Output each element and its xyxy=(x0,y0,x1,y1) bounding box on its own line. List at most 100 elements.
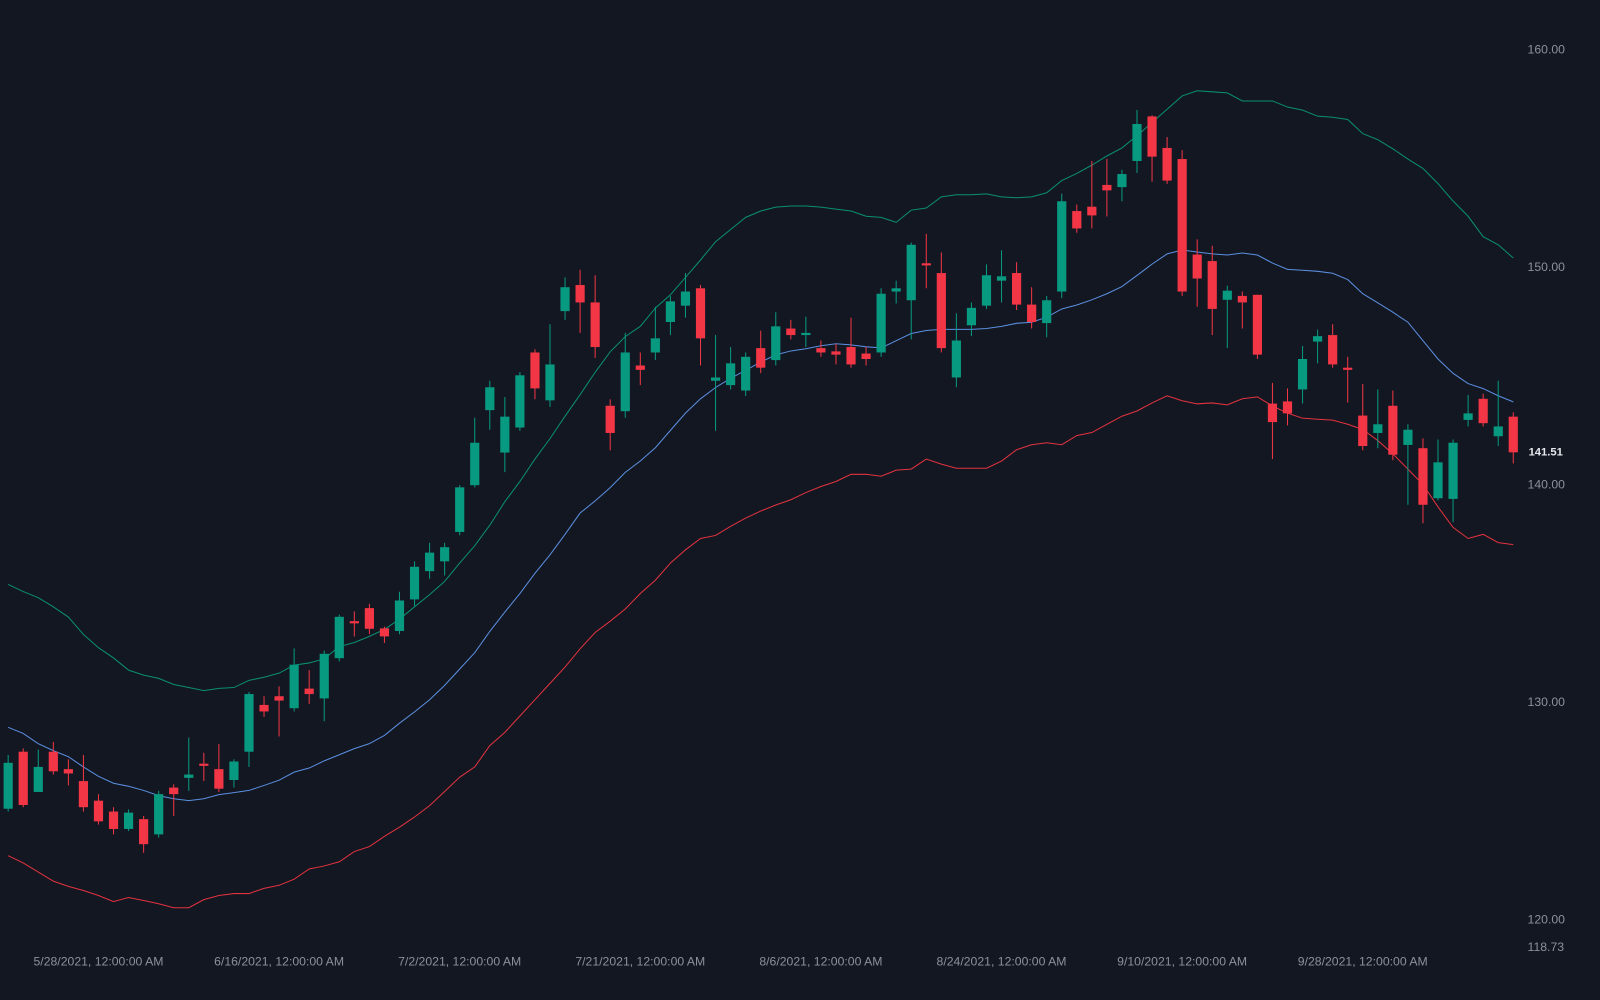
candle-body xyxy=(1252,294,1262,355)
x-tick-label: 8/24/2021, 12:00:00 AM xyxy=(937,954,1067,968)
candle-body xyxy=(635,365,645,370)
candle-body xyxy=(274,696,284,701)
candle-body xyxy=(530,352,540,389)
candle-body xyxy=(906,244,916,301)
candle-body xyxy=(78,781,89,808)
x-tick-label: 9/10/2021, 12:00:00 AM xyxy=(1117,954,1247,968)
candle-body xyxy=(1388,405,1398,455)
candle-body xyxy=(319,653,329,699)
candle-body xyxy=(394,600,405,631)
candle-body xyxy=(1313,336,1323,342)
candle-body xyxy=(1042,300,1052,324)
candle-body xyxy=(214,769,224,789)
candle-body xyxy=(154,794,164,835)
candle-body xyxy=(1237,295,1247,303)
candle-body xyxy=(18,751,28,806)
candle-body xyxy=(349,621,359,624)
candle-body xyxy=(876,293,886,353)
candle-body xyxy=(199,763,209,766)
candle-body xyxy=(425,552,435,572)
candle-body xyxy=(891,288,901,292)
candle-body xyxy=(1508,416,1518,453)
candle-body xyxy=(1433,462,1443,499)
candle-body xyxy=(108,811,119,829)
candle-body xyxy=(63,769,73,774)
y-tick-label: 150.00 xyxy=(1528,260,1566,274)
candle-body xyxy=(1328,335,1338,365)
candle-body xyxy=(1072,211,1082,229)
x-tick-label: 8/6/2021, 12:00:00 AM xyxy=(759,954,882,968)
candle-body xyxy=(379,628,390,637)
candle-body xyxy=(771,326,781,361)
candle-body xyxy=(1418,448,1428,505)
candle-body xyxy=(1448,442,1458,499)
candle-body xyxy=(786,328,796,336)
y-tick-label: 118.73 xyxy=(1528,940,1565,954)
candle-body xyxy=(1057,201,1067,292)
y-tick-label: 140.00 xyxy=(1528,477,1566,491)
candle-body xyxy=(123,812,134,829)
candle-body xyxy=(1027,304,1037,323)
candle-body xyxy=(1493,426,1503,437)
candle-body xyxy=(1102,184,1112,191)
candle-body xyxy=(229,761,239,780)
candle-body xyxy=(244,694,254,752)
y-tick-label: 120.00 xyxy=(1528,913,1566,927)
candle-body xyxy=(259,704,269,712)
band-line xyxy=(7,90,1514,692)
candle-body xyxy=(515,375,525,428)
candle-body xyxy=(560,287,570,312)
band-line xyxy=(7,395,1514,909)
x-tick-label: 7/21/2021, 12:00:00 AM xyxy=(575,954,705,968)
candle-body xyxy=(48,751,58,772)
y-tick-label: 160.00 xyxy=(1528,42,1566,56)
candle-body xyxy=(1358,415,1368,447)
y-tick-label: 130.00 xyxy=(1528,695,1566,709)
candle-body xyxy=(455,487,465,532)
candle-body xyxy=(756,348,766,368)
candle-body xyxy=(304,688,314,695)
candle-body xyxy=(139,819,149,845)
candle-body xyxy=(470,442,480,486)
candle-body xyxy=(1282,401,1293,414)
candle-body xyxy=(93,800,104,822)
candle-body xyxy=(1087,206,1097,216)
candle-body xyxy=(726,363,736,386)
candle-body xyxy=(289,664,299,709)
candle-body xyxy=(650,338,660,353)
last-price-label: 141.51 xyxy=(1529,446,1563,458)
candle-body xyxy=(966,307,977,326)
candle-body xyxy=(485,387,495,411)
x-tick-label: 5/28/2021, 12:00:00 AM xyxy=(34,954,164,968)
candle-body xyxy=(921,263,931,266)
candle-body xyxy=(846,347,856,365)
candle-body xyxy=(1177,159,1187,292)
candle-body xyxy=(801,332,811,336)
candle-body xyxy=(710,377,721,381)
candle-body xyxy=(996,276,1007,281)
candle-body xyxy=(545,364,555,401)
candle-body xyxy=(981,275,992,306)
candle-body xyxy=(169,787,179,795)
candle-body xyxy=(665,301,675,323)
candle-body xyxy=(500,416,510,453)
candle-body xyxy=(1147,116,1157,157)
x-tick-label: 7/2/2021, 12:00:00 AM xyxy=(398,954,521,968)
candle-body xyxy=(33,766,43,792)
candle-body xyxy=(680,291,691,306)
candle-body xyxy=(620,352,630,412)
candle-body xyxy=(1192,254,1202,279)
candle-body xyxy=(1403,429,1413,445)
candle-body xyxy=(3,762,13,809)
candle-body xyxy=(590,302,600,348)
candle-body xyxy=(741,356,751,391)
candle-body xyxy=(1343,367,1353,370)
candle-body xyxy=(1222,290,1232,300)
candle-body xyxy=(936,273,946,349)
candle-body xyxy=(1162,147,1172,181)
candle-body xyxy=(409,566,420,600)
x-tick-label: 9/28/2021, 12:00:00 AM xyxy=(1298,954,1428,968)
